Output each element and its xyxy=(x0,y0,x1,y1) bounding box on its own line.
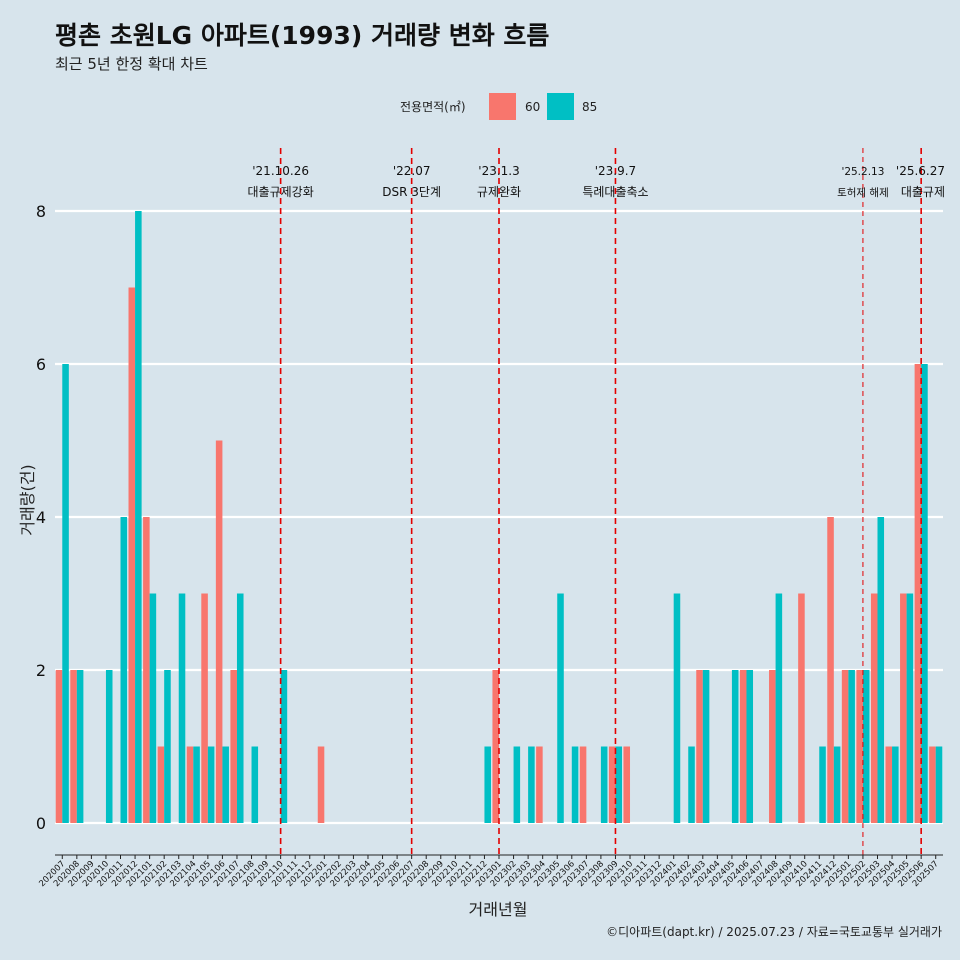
event-markers: '21.10.26 대출규제강화 '22.07 DSR 3단계 '23.1.3 규제완화 '… xyxy=(248,148,945,855)
bar-202507-85 xyxy=(935,746,943,823)
event-label-202301: 규제완화 xyxy=(477,185,521,199)
bar-202504-60 xyxy=(885,746,893,823)
bar-202103-85 xyxy=(178,593,186,823)
bar-202105-85 xyxy=(207,746,215,823)
bar-202501-60 xyxy=(841,670,849,823)
legend-label-60: 60 xyxy=(525,100,540,114)
bar-202012-60 xyxy=(128,287,136,823)
event-date-202506: '25.6.27 xyxy=(896,164,945,178)
bar-202501-85 xyxy=(848,670,855,823)
event-date-202207: '22.07 xyxy=(393,164,431,178)
bar-202305-85 xyxy=(557,593,564,823)
bar-202101-85 xyxy=(149,593,157,823)
bar-202301-60 xyxy=(492,670,499,823)
bar-202307-60 xyxy=(579,746,587,823)
chart-subtitle: 최근 5년 한정 확대 차트 xyxy=(55,55,208,73)
bar-202503-60 xyxy=(870,593,878,823)
legend-title: 전용면적(㎡) xyxy=(400,100,466,114)
bar-202412-85 xyxy=(833,746,841,823)
bar-202106-60 xyxy=(215,440,223,823)
bar-202012-85 xyxy=(135,211,142,823)
y-tick-2: 2 xyxy=(36,661,46,680)
legend-label-85: 85 xyxy=(582,100,597,114)
bar-202303-85 xyxy=(528,746,535,823)
bar-202107-85 xyxy=(236,593,244,823)
bar-202410-60 xyxy=(798,593,805,823)
bar-202408-60 xyxy=(769,670,776,823)
legend-swatch-85 xyxy=(547,93,574,120)
bar-202408-85 xyxy=(775,593,783,823)
y-tick-4: 4 xyxy=(36,508,46,527)
bar-202106-85 xyxy=(222,746,229,823)
bar-202101-60 xyxy=(143,517,150,823)
y-axis-title: 거래량(건) xyxy=(18,464,37,535)
bar-202503-85 xyxy=(877,517,885,823)
y-tick-8: 8 xyxy=(36,202,46,221)
bar-202406-85 xyxy=(746,670,754,823)
bar-202304-60 xyxy=(536,746,543,823)
bar-202104-85 xyxy=(193,746,200,823)
chart-title: 평촌 초원LG 아파트(1993) 거래량 변화 흐름 xyxy=(55,21,549,50)
event-date-202309: '23.9.7 xyxy=(595,164,636,178)
bar-202011-85 xyxy=(120,517,128,823)
bar-202309-85 xyxy=(615,746,623,823)
bar-202412-60 xyxy=(827,517,834,823)
event-label-202506: 대출규제 xyxy=(901,185,945,199)
bar-202306-85 xyxy=(571,746,579,823)
bar-202308-85 xyxy=(600,746,608,823)
bar-202102-85 xyxy=(164,670,171,823)
bar-202310-60 xyxy=(623,746,631,823)
bar-202403-60 xyxy=(696,670,703,823)
event-date-202301: '23.1.3 xyxy=(478,164,519,178)
x-axis-title: 거래년월 xyxy=(469,900,528,919)
bar-202502-60 xyxy=(856,670,863,823)
bar-202505-85 xyxy=(906,593,914,823)
bar-202105-60 xyxy=(201,593,208,823)
bar-202402-85 xyxy=(688,746,695,823)
y-tick-6: 6 xyxy=(36,355,46,374)
bar-202502-85 xyxy=(862,670,870,823)
event-label-202309: 특례대출축소 xyxy=(582,185,648,199)
bar-202506-60 xyxy=(914,364,922,823)
y-axis-ticks: 0 2 4 6 8 xyxy=(36,202,46,833)
bar-202302-85 xyxy=(513,746,521,823)
bar-202010-85 xyxy=(105,670,113,823)
bar-202107-60 xyxy=(230,670,237,823)
bar-202007-60 xyxy=(55,670,63,823)
bars xyxy=(55,211,943,823)
bar-202405-85 xyxy=(731,670,739,823)
bar-202309-60 xyxy=(608,746,616,823)
bar-202102-60 xyxy=(157,746,165,823)
bar-202411-85 xyxy=(819,746,826,823)
bar-202007-85 xyxy=(62,364,69,823)
bar-202401-85 xyxy=(673,593,681,823)
y-tick-0: 0 xyxy=(36,814,46,833)
bar-202403-85 xyxy=(702,670,710,823)
event-label-202207: DSR 3단계 xyxy=(382,185,441,199)
bar-202008-85 xyxy=(76,670,84,823)
caption: ©디아파트(dapt.kr) / 2025.07.23 / 자료=국토교통부 실… xyxy=(606,925,942,939)
event-date-202110: '21.10.26 xyxy=(252,164,309,178)
legend-swatch-60 xyxy=(489,93,516,120)
bar-202212-85 xyxy=(484,746,491,823)
event-label-202502: 토허제 해제 xyxy=(837,186,889,199)
legend: 전용면적(㎡) 60 85 xyxy=(400,93,597,120)
bar-202108-85 xyxy=(251,746,259,823)
event-date-202502: '25.2.13 xyxy=(841,166,884,178)
bar-202201-60 xyxy=(317,746,325,823)
bar-202110-85 xyxy=(280,670,288,823)
event-label-202110: 대출규제강화 xyxy=(248,185,314,199)
bar-202507-60 xyxy=(929,746,936,823)
bar-202506-85 xyxy=(921,364,928,823)
bar-202008-60 xyxy=(70,670,77,823)
bar-202505-60 xyxy=(900,593,907,823)
bar-202406-60 xyxy=(739,670,747,823)
bar-202104-60 xyxy=(186,746,194,823)
bar-202504-85 xyxy=(892,746,899,823)
